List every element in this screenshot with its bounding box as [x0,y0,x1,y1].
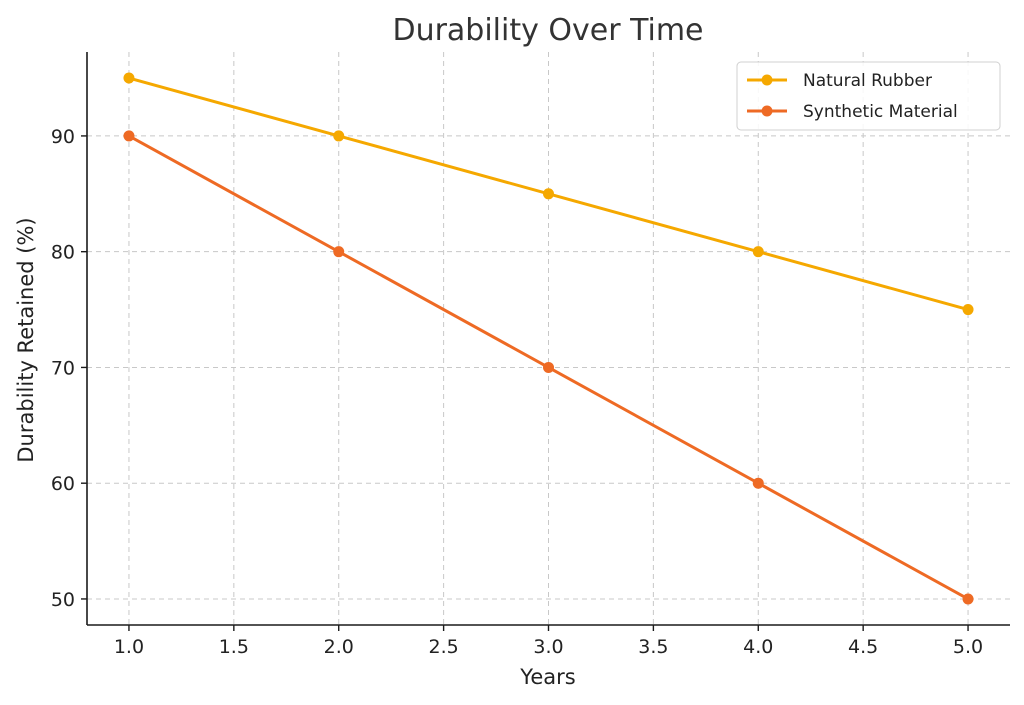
y-tick-label: 60 [51,473,75,495]
legend-swatch-marker-natural-rubber [761,74,773,86]
data-point-synthetic-material [543,361,554,373]
y-tick-label: 90 [51,126,75,148]
data-point-synthetic-material [333,246,345,258]
x-tick-label: 2.5 [429,636,459,658]
series-natural-rubber [123,72,974,316]
x-tick-label: 3.5 [638,636,668,658]
x-tick-label: 4.0 [743,636,773,658]
x-tick-label: 2.0 [324,636,354,658]
chart-title: Durability Over Time [392,13,703,48]
series-layer [123,72,974,605]
legend-label-natural-rubber: Natural Rubber [803,71,932,91]
legend-swatch-marker-synthetic-material [761,105,773,117]
y-tick-label: 80 [51,242,75,264]
axes [81,52,1010,631]
y-axis-label: Durability Retained (%) [14,217,38,462]
x-tick-label: 1.5 [219,636,249,658]
data-point-natural-rubber [543,188,554,200]
x-axis-label: Years [519,665,575,689]
data-point-synthetic-material [752,477,764,489]
legend: Natural Rubber Synthetic Material [736,61,1001,131]
series-synthetic-material [123,130,974,605]
x-tick-label: 3.0 [533,636,563,658]
x-tick-label: 5.0 [953,636,983,658]
y-tick-label: 70 [51,357,75,379]
grid [87,52,1010,625]
data-point-natural-rubber [333,130,345,142]
tick-labels: 1.0 1.5 2.0 2.5 3.0 3.5 4.0 4.5 5.0 50 60 70 80 90 [51,126,983,658]
data-point-synthetic-material [962,593,974,605]
data-point-natural-rubber [123,72,135,84]
data-point-natural-rubber [752,246,764,258]
y-tick-label: 50 [51,589,75,611]
x-tick-label: 1.0 [114,636,144,658]
data-point-synthetic-material [123,130,135,142]
data-point-natural-rubber [962,304,974,316]
legend-box [736,61,1001,131]
x-tick-label: 4.5 [848,636,878,658]
legend-label-synthetic-material: Synthetic Material [803,102,958,122]
